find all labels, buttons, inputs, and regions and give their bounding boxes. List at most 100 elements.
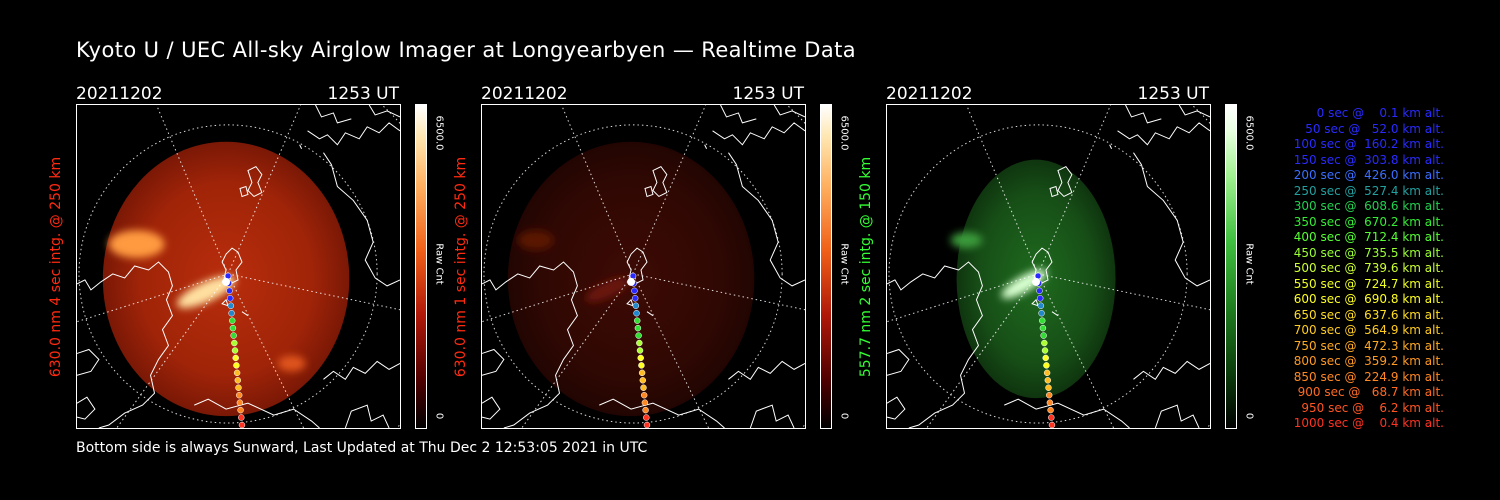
trajectory-point (237, 406, 244, 414)
trajectory-point (1047, 406, 1054, 414)
legend-item: 300 sec @ 608.6 km alt. (1289, 199, 1444, 213)
legend-item: 600 sec @ 690.8 km alt. (1289, 292, 1444, 306)
colorbar-unit-label: Raw Cnt (433, 243, 445, 285)
panel-time: 1253 UT (327, 84, 400, 104)
trajectory-point (232, 354, 239, 362)
update-footer: Bottom side is always Sunward, Last Upda… (76, 440, 648, 456)
trajectory-point (634, 317, 641, 324)
legend-item: 450 sec @ 735.5 km alt. (1289, 245, 1444, 260)
trajectory-point (642, 406, 649, 414)
wavelength-label: 630.0 nm 4 sec intg. @ 250 km (48, 156, 64, 378)
trajectory-point (1045, 391, 1053, 399)
panel-date: 20211202 (481, 84, 568, 104)
trajectory-point (1036, 287, 1043, 295)
trajectory-point (1040, 332, 1047, 339)
colorbar (1225, 104, 1237, 429)
trajectory-point (238, 421, 246, 428)
trajectory-point (638, 369, 646, 377)
trajectory-point (1043, 369, 1051, 377)
trajectory-point (1045, 384, 1052, 391)
colorbar-max-label: 6500.0 (1243, 115, 1255, 151)
trajectory-point (1048, 421, 1056, 428)
page-title: Kyoto U / UEC All-sky Airglow Imager at … (76, 38, 857, 62)
trajectory-point (228, 309, 235, 317)
wavelength-label: 557.7 nm 2 sec intg. @ 150 km (858, 156, 874, 378)
panel-time: 1253 UT (1137, 84, 1210, 104)
trajectory-point (639, 377, 647, 384)
legend-item: 200 sec @ 426.0 km alt. (1289, 168, 1444, 182)
trajectory-point (643, 421, 651, 428)
trajectory-point (1046, 399, 1054, 406)
trajectory-point (633, 309, 640, 317)
colorbar (820, 104, 832, 429)
trajectory-point (231, 339, 238, 347)
legend-item: 1000 sec @ 0.4 km alt. (1293, 416, 1444, 430)
trajectory-point (1048, 414, 1055, 421)
colorbar (415, 104, 427, 429)
wavelength-label: 630.0 nm 1 sec intg. @ 250 km (453, 156, 469, 378)
trajectory-point (235, 391, 243, 399)
trajectory-legend: 0 sec @ 0.1 km alt. 50 sec @ 52.0 km alt… (1262, 106, 1444, 432)
trajectory-point (235, 384, 242, 391)
allsky-image (481, 104, 806, 429)
trajectory-point (229, 317, 236, 324)
colorbar-min-label: 0 (1243, 412, 1255, 420)
legend-item: 400 sec @ 712.4 km alt. (1289, 230, 1444, 244)
legend-item: 700 sec @ 564.9 km alt. (1289, 323, 1444, 337)
legend-item: 250 sec @ 527.4 km alt. (1289, 183, 1444, 198)
trajectory-point (636, 347, 644, 354)
trajectory-point (229, 324, 237, 332)
trajectory-point (634, 324, 642, 332)
trajectory-point (631, 295, 639, 302)
trajectory-point (230, 332, 237, 339)
trajectory-point (632, 302, 640, 309)
trajectory-point (226, 295, 234, 302)
legend-item: 150 sec @ 303.8 km alt. (1289, 152, 1444, 167)
trajectory-point (1036, 295, 1044, 302)
airglow-panel-630-4s: 20211202 1253 UT 630.0 nm 4 sec intg. @ … (48, 84, 471, 434)
legend-item: 100 sec @ 160.2 km alt. (1289, 137, 1444, 151)
allsky-image (76, 104, 401, 429)
trajectory-point (233, 369, 241, 377)
legend-item: 350 sec @ 670.2 km alt. (1289, 214, 1444, 229)
legend-item: 800 sec @ 359.2 km alt. (1289, 354, 1444, 368)
trajectory-point (233, 362, 240, 369)
legend-item: 0 sec @ 0.1 km alt. (1305, 106, 1444, 120)
trajectory-point (231, 347, 239, 354)
trajectory-point (1039, 317, 1046, 324)
colorbar-max-label: 6500.0 (433, 115, 445, 151)
trajectory-point (637, 354, 644, 362)
trajectory-point (1041, 339, 1048, 347)
trajectory-point (641, 399, 649, 406)
trajectory-point (1042, 354, 1049, 362)
panel-date: 20211202 (886, 84, 973, 104)
trajectory-point (640, 384, 647, 391)
airglow-panel-557-2s: 20211202 1253 UT 557.7 nm 2 sec intg. @ … (858, 84, 1281, 434)
legend-item: 950 sec @ 6.2 km alt. (1297, 400, 1444, 415)
trajectory-point (234, 377, 242, 384)
panel-time: 1253 UT (732, 84, 805, 104)
airglow-panel-630-1s: 20211202 1253 UT 630.0 nm 1 sec intg. @ … (453, 84, 876, 434)
legend-item: 750 sec @ 472.3 km alt. (1289, 338, 1444, 353)
trajectory-point (1038, 309, 1045, 317)
trajectory-point (236, 399, 244, 406)
legend-item: 550 sec @ 724.7 km alt. (1289, 276, 1444, 291)
trajectory-point (1039, 324, 1047, 332)
legend-item: 900 sec @ 68.7 km alt. (1293, 385, 1444, 399)
trajectory-point (238, 414, 245, 421)
trajectory-point (1041, 347, 1049, 354)
trajectory-point (1044, 377, 1052, 384)
trajectory-point (631, 287, 638, 295)
trajectory-point (226, 287, 233, 295)
legend-item: 50 sec @ 52.0 km alt. (1297, 121, 1444, 136)
panel-date: 20211202 (76, 84, 163, 104)
colorbar-unit-label: Raw Cnt (838, 243, 850, 285)
trajectory-point (1043, 362, 1050, 369)
colorbar-min-label: 0 (838, 412, 850, 420)
trajectory-point (227, 302, 235, 309)
legend-item: 650 sec @ 637.6 km alt. (1289, 307, 1444, 322)
trajectory-point (643, 414, 650, 421)
legend-item: 850 sec @ 224.9 km alt. (1289, 369, 1444, 384)
trajectory-point (1037, 302, 1045, 309)
trajectory-point (638, 362, 645, 369)
